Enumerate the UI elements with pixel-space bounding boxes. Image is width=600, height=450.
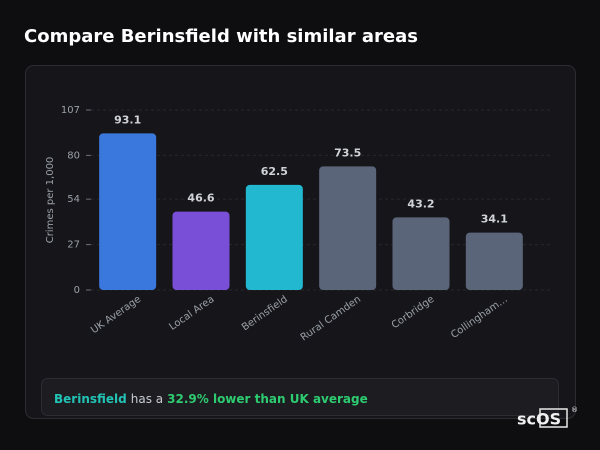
y-tick-label: 80 <box>67 150 80 161</box>
logo-mark: ® <box>571 406 578 414</box>
insight-connector: has a <box>131 392 163 406</box>
bar <box>319 166 377 290</box>
y-tick-label: 0 <box>74 285 80 296</box>
logo-box <box>539 408 568 428</box>
value-label: 73.5 <box>334 146 361 159</box>
value-label: 46.6 <box>187 192 214 205</box>
insight-area: Berinsfield <box>54 392 127 406</box>
bar <box>99 133 157 290</box>
page-title: Compare Berinsfield with similar areas <box>24 26 418 47</box>
value-label: 34.1 <box>481 213 508 226</box>
insight-text: Berinsfield has a 32.9% lower than UK aver… <box>54 392 368 406</box>
y-tick-label: 54 <box>67 194 80 205</box>
bar <box>465 232 523 290</box>
bar <box>172 211 230 290</box>
value-label: 43.2 <box>407 197 434 210</box>
value-label: 93.1 <box>114 113 141 126</box>
y-tick-label: 107 <box>61 105 80 116</box>
logo[interactable]: scOS <box>517 410 561 429</box>
insight-highlight: 32.9% lower than UK average <box>167 392 368 406</box>
y-tick-label: 27 <box>67 240 80 251</box>
bar <box>245 184 303 290</box>
bar <box>392 217 450 290</box>
y-axis-label: Crimes per 1,000 <box>45 157 56 244</box>
insight-box <box>41 378 559 416</box>
value-label: 62.5 <box>261 165 288 178</box>
